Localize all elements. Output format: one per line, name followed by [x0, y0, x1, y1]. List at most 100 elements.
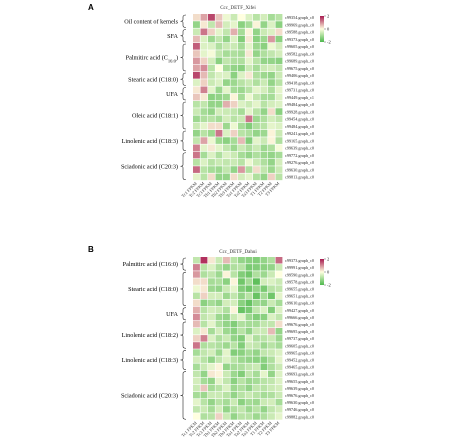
heatmap-cell [193, 144, 200, 152]
heatmap-cell [238, 306, 245, 314]
heatmap-cell [253, 166, 260, 173]
heatmap-cell [253, 86, 260, 94]
heatmap-cell [208, 299, 215, 307]
row-label: c99695.graph_c0 [285, 329, 314, 334]
heatmap-cell [193, 264, 200, 271]
heatmap-cell [253, 271, 260, 278]
heatmap-cell [238, 86, 245, 94]
heatmap-cell [223, 43, 230, 50]
heatmap-cell [253, 108, 260, 115]
heatmap-cell [245, 328, 253, 335]
heatmap-cell [230, 299, 238, 307]
heatmap-cell [208, 264, 215, 271]
heatmap-cell [245, 122, 253, 130]
heatmap-cell [245, 406, 253, 413]
heatmap-cell [253, 64, 260, 72]
heatmap-cell [215, 292, 223, 299]
heatmap-cell [268, 122, 275, 130]
row-label: c99373.graph_c0 [285, 258, 314, 263]
panel-letter: A [88, 3, 94, 12]
group-brace [180, 271, 187, 306]
heatmap-cell [245, 57, 253, 65]
row-label: c99655.graph_c0 [285, 379, 314, 384]
heatmap-cell [245, 320, 253, 328]
heatmap-cell [275, 159, 283, 166]
heatmap-cell [253, 306, 260, 314]
heatmap-cell [268, 320, 275, 328]
row-label: c99484.graph_c0 [285, 124, 314, 129]
heatmap-cell [200, 377, 208, 385]
heatmap-cell [193, 137, 200, 144]
group-brace [180, 321, 187, 349]
heatmap-cell [245, 28, 253, 36]
group-brace [180, 371, 187, 420]
heatmap-cell [200, 144, 208, 152]
heatmap-cell [275, 21, 283, 28]
heatmap-cell [238, 173, 245, 181]
heatmap-cell [260, 391, 268, 399]
heatmap-cell [200, 79, 208, 86]
heatmap-cell [260, 28, 268, 36]
heatmap-cell [238, 50, 245, 57]
heatmap-cell [238, 93, 245, 101]
heatmap-cell [230, 335, 238, 342]
heatmap-cell [215, 43, 223, 50]
heatmap-cell [260, 320, 268, 328]
heatmap-cell [238, 342, 245, 349]
heatmap-cell [223, 320, 230, 328]
row-label: c99406.graph_c0 [285, 73, 314, 78]
heatmap-cell [208, 35, 215, 43]
heatmap-cell [230, 122, 238, 130]
heatmap-cell [208, 86, 215, 94]
heatmap-cell [215, 35, 223, 43]
heatmap-cell [230, 101, 238, 108]
heatmap-cell [200, 391, 208, 399]
heatmap-cell [208, 72, 215, 79]
heatmap-cell [245, 370, 253, 378]
heatmap-cell [253, 101, 260, 108]
heatmap-cell [223, 363, 230, 370]
heatmap-cell [268, 173, 275, 181]
heatmap-cell [245, 151, 253, 159]
heatmap-cell [223, 264, 230, 271]
heatmap-cell [253, 377, 260, 385]
row-label: c99639.graph_c0 [285, 386, 314, 391]
heatmap-cell [238, 328, 245, 335]
heatmap-cell [200, 384, 208, 392]
heatmap-cell [275, 43, 283, 50]
heatmap-cell [193, 306, 200, 314]
heatmap-cell [230, 306, 238, 314]
color-legend-label: -2 [327, 40, 331, 45]
heatmap-cell [200, 50, 208, 57]
heatmap-cell [275, 86, 283, 94]
row-label: c99969.graph_c0 [285, 22, 314, 27]
heatmap-cell [230, 35, 238, 43]
heatmap-cell [245, 159, 253, 166]
heatmap-cell [230, 72, 238, 79]
heatmap-cell [238, 101, 245, 108]
row-label: c99452.graph_c0 [285, 358, 314, 363]
heatmap-cell [193, 299, 200, 307]
heatmap-cell [260, 86, 268, 94]
heatmap-cell [268, 79, 275, 86]
heatmap-cell [238, 377, 245, 385]
heatmap-cell [193, 363, 200, 370]
heatmap-cell [253, 50, 260, 57]
heatmap-cell [238, 384, 245, 392]
heatmap-cell [253, 278, 260, 285]
heatmap-cell [238, 278, 245, 285]
heatmap-cell [200, 271, 208, 278]
heatmap-cell [260, 43, 268, 50]
heatmap-cell [208, 271, 215, 278]
heatmap-cell [223, 79, 230, 86]
heatmap-cell [275, 384, 283, 392]
heatmap-cell [260, 292, 268, 299]
heatmap-cell [223, 271, 230, 278]
heatmap-cell [253, 14, 260, 21]
row-label: c99578.graph_c0 [285, 279, 314, 284]
heatmap-cell [200, 14, 208, 21]
heatmap-cell [260, 50, 268, 57]
heatmap-cell [260, 413, 268, 420]
heatmap-cell [193, 335, 200, 342]
heatmap-panel-b: B Ccc_DETF_Dahui c99373.graph_c0 c99991.gra… [88, 245, 331, 438]
